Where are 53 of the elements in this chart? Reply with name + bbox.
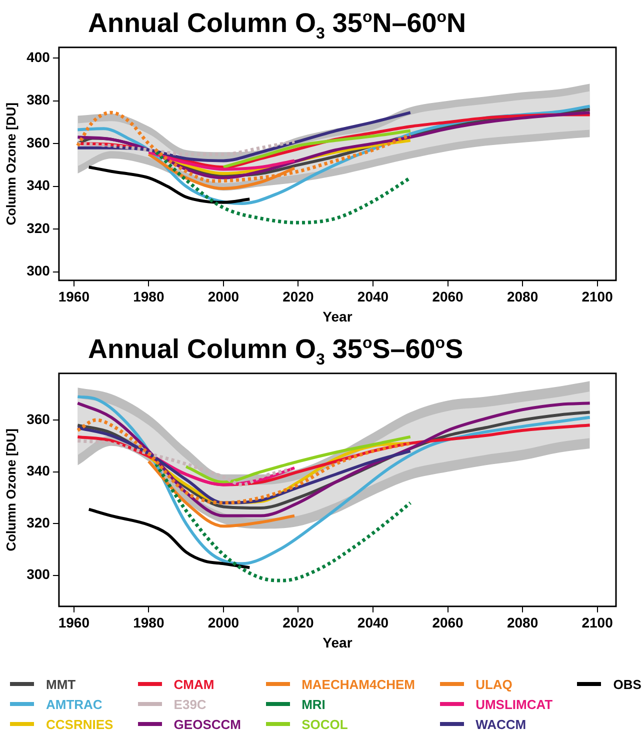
legend-label: MRI (302, 696, 326, 712)
x-tick-label: 2020 (282, 614, 314, 631)
legend-label: SOCOL (302, 716, 348, 732)
y-tick-label: 340 (26, 177, 50, 194)
legend-label: UMSLIMCAT (476, 696, 553, 712)
legend-label: E39C (174, 696, 206, 712)
line-series (76, 111, 412, 162)
legend-label: CMAM (174, 676, 214, 692)
chart-title: Annual Column O$_{3}$ 35$^{o}$S–60$^{o}$S (87, 333, 464, 368)
y-tick-label: 320 (26, 514, 50, 530)
x-tick-label: 2080 (506, 288, 538, 305)
legend-label: MMT (46, 676, 76, 692)
x-tick-label: 2040 (357, 614, 389, 631)
legend-label: AMTRAC (46, 696, 102, 712)
x-tick-label: 2100 (582, 614, 614, 631)
x-tick-label: 2100 (582, 288, 614, 305)
line-series (154, 462, 412, 582)
y-axis-title: Column Ozone [DU] (3, 428, 18, 552)
y-tick-label: 300 (26, 262, 50, 279)
y-tick-label: 360 (26, 134, 50, 150)
y-tick-label: 300 (26, 566, 50, 582)
y-tick-label: 320 (26, 220, 50, 236)
legend-label: CCSRNIES (46, 716, 114, 732)
line-series (222, 129, 412, 169)
x-tick-label: 1960 (58, 288, 90, 305)
x-tick-label: 1960 (58, 614, 90, 631)
x-tick-label: 2080 (506, 614, 538, 631)
x-tick-label: 1980 (133, 614, 164, 631)
y-tick-label: 360 (26, 410, 50, 427)
y-tick-label: 380 (26, 92, 50, 108)
chart-title: Annual Column O$_{3}$ 35$^{o}$N–60$^{o}$N (87, 7, 468, 42)
y-axis-title: Column Ozone [DU] (3, 102, 18, 226)
x-tick-label: 2060 (432, 288, 464, 305)
line-series (184, 435, 412, 484)
y-tick-label: 400 (26, 48, 50, 65)
x-tick-label: 2000 (208, 614, 240, 631)
x-axis-title: Year (322, 308, 353, 324)
line-series (87, 508, 252, 570)
line-series (147, 460, 296, 528)
legend-label: WACCM (476, 716, 526, 732)
x-tick-label: 2000 (208, 288, 240, 305)
legend-label: ULAQ (476, 676, 512, 692)
y-tick-label: 340 (26, 462, 50, 479)
x-tick-label: 2040 (357, 288, 389, 305)
line-series (87, 166, 252, 204)
x-tick-label: 2020 (282, 288, 314, 305)
line-series (147, 150, 296, 171)
legend-label: GEOSCCM (174, 716, 241, 732)
legend-label: MAECHAM4CHEM (302, 676, 415, 692)
x-tick-label: 2060 (432, 614, 464, 631)
x-axis-title: Year (322, 634, 353, 650)
legend-label: OBS (613, 676, 642, 692)
x-tick-label: 1980 (133, 288, 164, 305)
